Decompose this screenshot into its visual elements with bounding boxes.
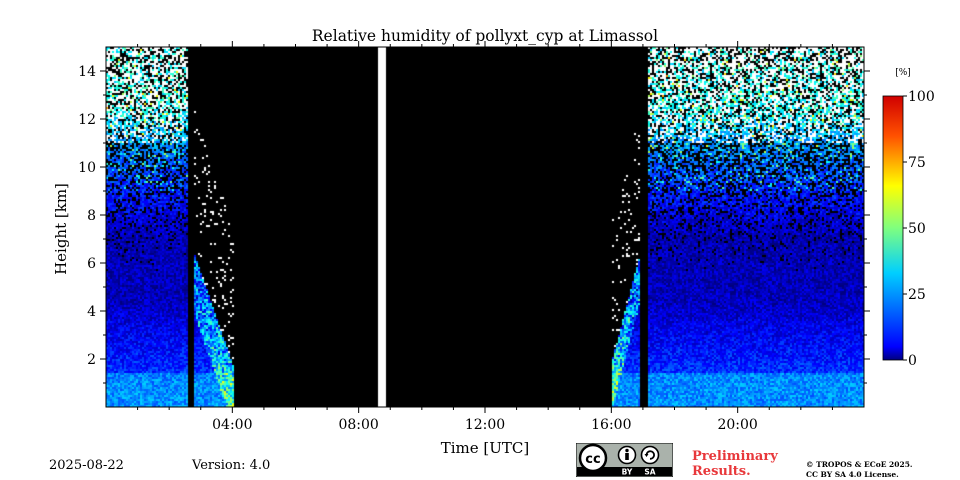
colorbar-gradient <box>882 95 904 361</box>
copyright-note: © TROPOS & ECoE 2025. CC BY SA 4.0 Licen… <box>806 460 913 480</box>
share-alike-icon <box>640 445 660 465</box>
attribution-icon <box>617 445 637 465</box>
version-label: Version: 4.0 <box>192 458 271 473</box>
y-tick-label: 10 <box>78 160 96 176</box>
y-tick-label: 12 <box>78 112 96 128</box>
colorbar: [%] 0 25 50 75 100 <box>882 68 935 369</box>
colorbar-tick-label: 75 <box>908 155 926 171</box>
colorbar-tick-label: 50 <box>908 221 926 237</box>
plot-area <box>106 47 864 407</box>
preliminary-line-2: Results. <box>692 464 751 479</box>
humidity-heatmap <box>106 47 864 407</box>
y-tick-label: 6 <box>87 256 96 272</box>
chart-title: Relative humidity of pollyxt_cyp at Lima… <box>312 27 658 45</box>
colorbar-tick-label: 100 <box>908 89 935 105</box>
y-tick-label: 2 <box>87 352 96 368</box>
colorbar-tick-label: 25 <box>908 287 926 303</box>
x-tick-label: 08:00 <box>338 417 378 433</box>
y-axis-label: Height [km] <box>52 183 70 275</box>
colorbar-tick-label: 0 <box>908 353 917 369</box>
colorbar-ticks: 0 25 50 75 100 <box>903 89 935 369</box>
y-tick-label: 4 <box>87 304 96 320</box>
cc-logo-icon: cc <box>578 443 608 473</box>
x-tick-label: 20:00 <box>717 417 757 433</box>
x-tick-label: 04:00 <box>212 417 252 433</box>
y-tick-label: 8 <box>87 208 96 224</box>
cc-logo-text: cc <box>585 452 600 467</box>
x-axis-label: Time [UTC] <box>441 439 530 457</box>
by-label: BY <box>622 468 633 477</box>
y-axis: 2 4 6 8 10 12 14 <box>78 64 870 384</box>
preliminary-note: Preliminary Results. <box>692 449 778 479</box>
x-tick-label: 12:00 <box>465 417 505 433</box>
date-label: 2025-08-22 <box>49 458 124 473</box>
y-tick-label: 14 <box>78 64 96 80</box>
copyright-line-2: CC BY SA 4.0 License. <box>806 470 899 479</box>
copyright-line-1: © TROPOS & ECoE 2025. <box>806 460 913 469</box>
colorbar-unit: [%] <box>895 68 911 78</box>
x-tick-label: 16:00 <box>591 417 631 433</box>
x-axis: 04:00 08:00 12:00 16:00 20:00 <box>137 41 833 433</box>
preliminary-line-1: Preliminary <box>692 449 778 464</box>
sa-label: SA <box>644 468 655 477</box>
cc-license-badge[interactable]: cc BY SA <box>576 443 673 477</box>
